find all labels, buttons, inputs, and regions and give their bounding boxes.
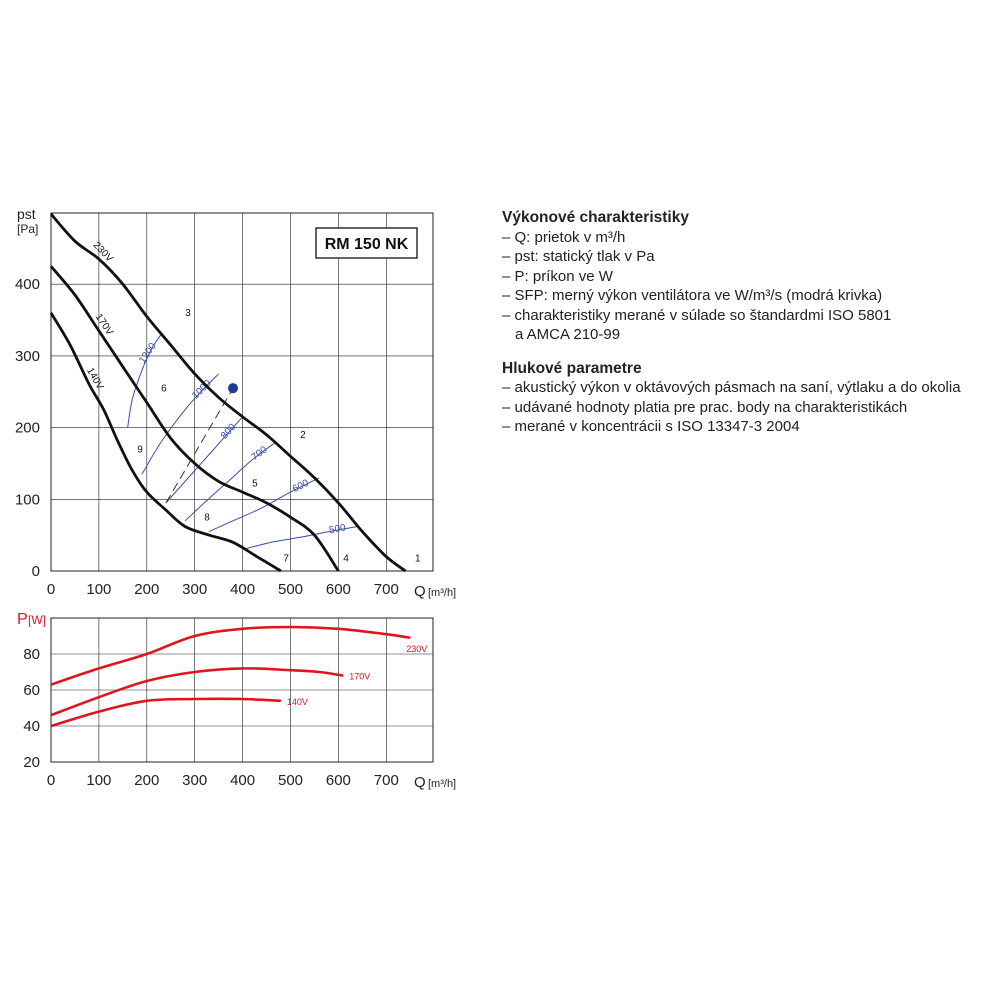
point-label: 2: [300, 430, 306, 441]
point-label: 1: [415, 553, 421, 564]
x-axis-unit: [m³/h]: [428, 778, 456, 790]
pressure-curve-170V: [49, 265, 340, 572]
sfp-curve: [242, 526, 358, 550]
power-curve-230V: [50, 625, 411, 686]
y-tick-label: 80: [23, 646, 40, 663]
sfp-label: 500: [328, 523, 347, 537]
point-label: 8: [204, 512, 210, 523]
x-tick-label: 400: [230, 772, 255, 789]
title-box: [315, 227, 418, 259]
sfp-label: 600: [291, 478, 311, 495]
x-tick-label: 200: [134, 772, 159, 789]
noise-item: – akustický výkon v oktávových pásmach n…: [502, 379, 961, 396]
noise-list: – akustický výkon v oktávových pásmach n…: [502, 378, 992, 437]
y-axis-unit: [W]: [28, 613, 46, 627]
point-label: 9: [137, 444, 143, 455]
point-label: 6: [161, 383, 167, 394]
point-label: 5: [252, 479, 258, 490]
pressure-curve-230V: [49, 213, 407, 573]
x-axis-label: Q: [414, 774, 426, 791]
x-tick-label: 0: [47, 581, 55, 598]
x-tick-label: 600: [326, 581, 351, 598]
x-tick-label: 700: [374, 772, 399, 789]
perf-item: – P: príkon ve W: [502, 267, 613, 285]
x-tick-label: 400: [230, 581, 255, 598]
perf-item: – pst: statický tlak v Pa: [502, 248, 655, 265]
perf-item: – Q: prietok v m³/h: [502, 228, 626, 246]
x-tick-label: 100: [86, 581, 111, 598]
y-axis-label: P: [17, 611, 28, 628]
y-tick-label: 0: [32, 563, 40, 580]
notes-panel: Výkonové charakteristiky – Q: prietok v …: [502, 208, 992, 437]
x-axis-label: Q: [414, 583, 426, 600]
point-label: 4: [343, 553, 349, 564]
y-axis-label: pst: [17, 206, 36, 222]
x-axis-unit: [m³/h]: [428, 587, 456, 599]
x-tick-label: 300: [182, 772, 207, 789]
series-label: 140V: [287, 697, 308, 707]
y-tick-label: 20: [23, 754, 40, 771]
perf-item: – charakteristiky merané v súlade so šta…: [502, 306, 892, 324]
x-tick-label: 300: [182, 581, 207, 598]
x-tick-label: 500: [278, 772, 303, 789]
y-tick-label: 300: [15, 348, 40, 365]
point-label: 3: [185, 308, 191, 319]
x-tick-label: 500: [278, 581, 303, 598]
pressure-curve-140V: [49, 312, 282, 573]
y-axis-unit: [Pa]: [17, 222, 38, 236]
noise-title: Hlukové parametre: [502, 359, 642, 377]
series-label: 230V: [406, 644, 427, 654]
point-label: 7: [283, 553, 289, 564]
y-tick-label: 40: [23, 718, 40, 735]
x-tick-label: 100: [86, 772, 111, 789]
plot-frame: [50, 617, 434, 763]
noise-item: – udávané hodnoty platia pre prac. body …: [502, 398, 908, 416]
sfp-curve: [208, 477, 320, 533]
y-tick-label: 400: [15, 276, 40, 293]
sfp-curve: [127, 334, 162, 428]
x-tick-label: 0: [47, 772, 55, 789]
sfp-curve: [141, 373, 220, 475]
perf-item: – SFP: merný výkon ventilátora ve W/m³/s…: [502, 287, 883, 304]
y-tick-label: 60: [23, 682, 40, 699]
power-curve-170V: [50, 667, 344, 717]
sfp-label: 700: [250, 444, 270, 463]
y-tick-label: 100: [15, 491, 40, 508]
series-label: 170V: [349, 672, 370, 682]
x-tick-label: 200: [134, 581, 159, 598]
y-tick-label: 200: [15, 420, 40, 437]
perf-item: a AMCA 210-99: [515, 326, 621, 343]
perf-list: – Q: prietok v m³/h – pst: statický tlak…: [502, 228, 992, 345]
power-curve-140V: [50, 697, 281, 728]
chart-title: RM 150 NK: [325, 236, 409, 253]
sfp-label: 1200: [137, 341, 159, 366]
operating-point: [228, 383, 239, 394]
system-line: [165, 387, 234, 504]
x-tick-label: 600: [326, 772, 351, 789]
noise-item: – merané v koncentrácii s ISO 13347-3 20…: [502, 418, 800, 435]
perf-title: Výkonové charakteristiky: [502, 209, 689, 226]
plot-frame: [50, 212, 434, 572]
x-tick-label: 700: [374, 581, 399, 598]
sfp-curve: [165, 416, 243, 504]
sfp-curve: [184, 441, 277, 522]
